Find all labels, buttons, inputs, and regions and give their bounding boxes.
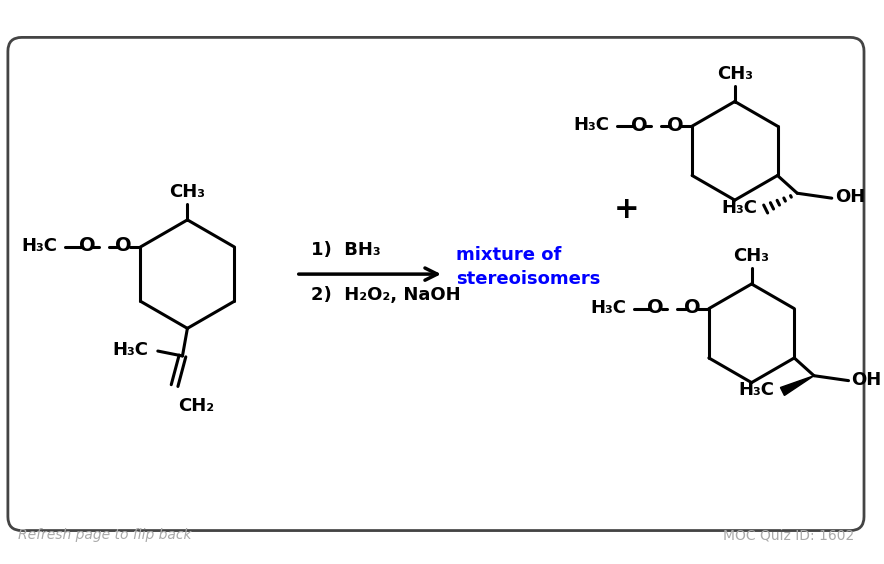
Text: O: O	[667, 116, 683, 135]
Text: O: O	[630, 116, 647, 135]
Text: O: O	[115, 236, 132, 255]
Polygon shape	[781, 376, 814, 395]
Text: O: O	[79, 236, 95, 255]
Text: H₃C: H₃C	[573, 116, 609, 134]
Text: Refresh page to flip back: Refresh page to flip back	[18, 528, 191, 543]
Text: +: +	[613, 196, 639, 224]
Text: H₃C: H₃C	[738, 381, 774, 399]
Text: CH₃: CH₃	[717, 65, 753, 83]
Text: CH₃: CH₃	[734, 247, 770, 265]
Text: H₃C: H₃C	[721, 199, 758, 217]
FancyBboxPatch shape	[8, 37, 864, 531]
Text: 2)  H₂O₂, NaOH: 2) H₂O₂, NaOH	[310, 286, 461, 304]
Text: 1)  BH₃: 1) BH₃	[310, 241, 380, 259]
Text: H₃C: H₃C	[21, 237, 57, 255]
Text: mixture of
stereoisomers: mixture of stereoisomers	[455, 246, 600, 288]
Text: CH₃: CH₃	[170, 183, 205, 201]
Text: OH: OH	[834, 188, 865, 206]
Text: H₃C: H₃C	[112, 341, 148, 359]
Text: MOC Quiz ID: 1602: MOC Quiz ID: 1602	[723, 528, 854, 543]
Text: CH₂: CH₂	[179, 398, 215, 416]
Text: H₃C: H₃C	[590, 299, 626, 316]
Text: OH: OH	[851, 371, 881, 389]
Text: O: O	[647, 298, 664, 317]
Text: O: O	[684, 298, 700, 317]
